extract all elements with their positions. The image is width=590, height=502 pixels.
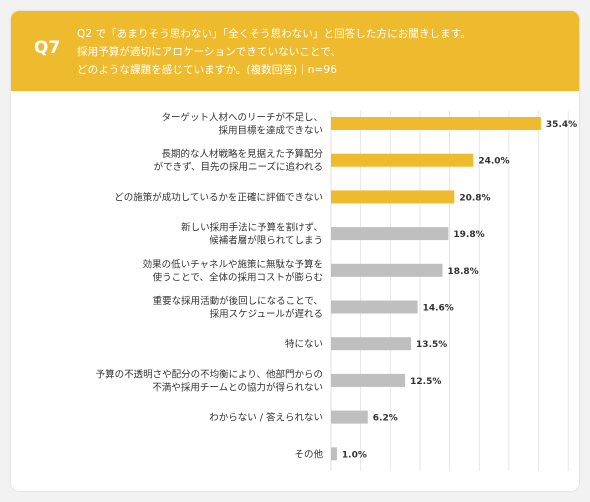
category-label: 重要な採用活動が後回しになることで、 [153, 295, 323, 307]
category-label: ができず、目先の採用ニーズに追われる [154, 161, 323, 173]
question-header: Q7 Q2 で「あまりそう思わない」「全くそう思わない」と回答した方にお聞きしま… [11, 11, 579, 91]
value-label: 20.8% [459, 193, 490, 203]
category-label: わからない / 答えられない [209, 412, 323, 424]
value-label: 19.8% [453, 230, 484, 240]
category-label: 効果の低いチャネルや施策に無駄な予算を [143, 258, 323, 270]
survey-card: Q7 Q2 で「あまりそう思わない」「全くそう思わない」と回答した方にお聞きしま… [11, 11, 579, 491]
category-label: 使うことで、全体の採用コストが膨らむ [153, 271, 323, 283]
category-label: 不満や採用チームとの協力が得られない [152, 381, 323, 393]
value-label: 12.5% [410, 377, 441, 387]
bar [331, 300, 418, 314]
category-label: 採用スケジュールが遅れる [210, 308, 323, 320]
value-label: 35.4% [546, 120, 577, 130]
value-label: 1.0% [342, 450, 367, 460]
bar [331, 263, 443, 277]
value-label: 6.2% [373, 414, 398, 424]
bar [331, 337, 412, 351]
value-label: 14.6% [423, 304, 454, 314]
category-label: 採用目標を達成できない [218, 125, 323, 137]
bar [331, 227, 449, 241]
bar [331, 153, 474, 167]
category-label: 予算の不透明さや配分の不均衡により、他部門からの [96, 368, 323, 380]
category-label: 特にない [285, 338, 323, 350]
category-label: どの施策が成功しているかを正確に評価できない [114, 191, 323, 203]
value-label: 13.5% [416, 340, 447, 350]
question-number: Q7 [34, 38, 61, 58]
question-text-line-2: 採用予算が適切にアロケーションできていないことで、 [77, 46, 342, 58]
category-label: その他 [294, 448, 323, 460]
bar [331, 117, 541, 130]
value-label: 24.0% [478, 157, 509, 167]
category-label: ターゲット人材へのリーチが不足し、 [161, 112, 323, 124]
category-label: 新しい採用手法に予算を割けず、 [181, 222, 323, 234]
category-label: 候補者層が限られてしまう [209, 235, 323, 247]
question-text-line-1: Q2 で「あまりそう思わない」「全くそう思わない」と回答した方にお聞きします。 [77, 28, 471, 40]
bar [331, 410, 368, 424]
value-label: 18.8% [447, 267, 478, 277]
bar [331, 190, 455, 204]
bar [331, 373, 406, 387]
bar [331, 447, 337, 461]
bar-chart: 35.4% ターゲット人材へのリーチが不足し、採用目標を達成できない 24.0% 長期… [96, 111, 577, 471]
category-label: 長期的な人材戦略を見据えた予算配分 [161, 148, 323, 160]
question-text-line-3: どのような課題を感じていますか。(複数回答)｜n=96 [77, 64, 337, 76]
